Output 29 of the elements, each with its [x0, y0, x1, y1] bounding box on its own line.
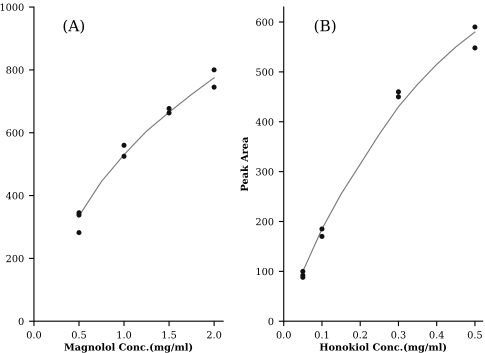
y-tick-label: 400	[256, 118, 274, 126]
y-tick-label: 600	[6, 129, 24, 137]
x-tick-label: 0.5	[72, 331, 86, 338]
y-tick-label: 0	[268, 318, 274, 326]
x-axis-title: Honokiol Conc.(mg/ml)	[320, 343, 446, 353]
x-tick-label: 0.3	[391, 331, 406, 338]
y-axis-title: Peak Area	[240, 136, 248, 192]
y-tick-label: 500	[256, 68, 274, 76]
y-tick-label: 100	[256, 268, 274, 276]
annotation: (A)	[64, 20, 84, 34]
x-tick-label: 0.5	[468, 331, 482, 338]
y-tick-label: 1000	[0, 4, 24, 11]
y-tick-label: 200	[6, 254, 24, 262]
annotation: (B)	[314, 20, 336, 34]
y-tick-label: 400	[6, 192, 24, 200]
y-tick-label: 200	[256, 218, 274, 226]
y-tick-label: 600	[256, 18, 274, 26]
x-tick-label: 1.0	[117, 331, 132, 338]
y-tick-label: 800	[6, 66, 24, 74]
x-tick-label: 0.0	[276, 331, 291, 338]
y-tick-label: 300	[256, 168, 274, 176]
x-tick-label: 0.4	[430, 331, 444, 338]
x-tick-label: 1.5	[162, 331, 176, 338]
x-axis-title: Magnolol Conc.(mg/ml)	[64, 343, 192, 353]
x-tick-label: 0.2	[353, 331, 367, 338]
x-tick-label: 0.0	[26, 331, 42, 338]
x-tick-label: 2.0	[207, 331, 222, 338]
x-tick-label: 0.1	[314, 331, 328, 338]
y-tick-label: 0	[18, 318, 24, 326]
